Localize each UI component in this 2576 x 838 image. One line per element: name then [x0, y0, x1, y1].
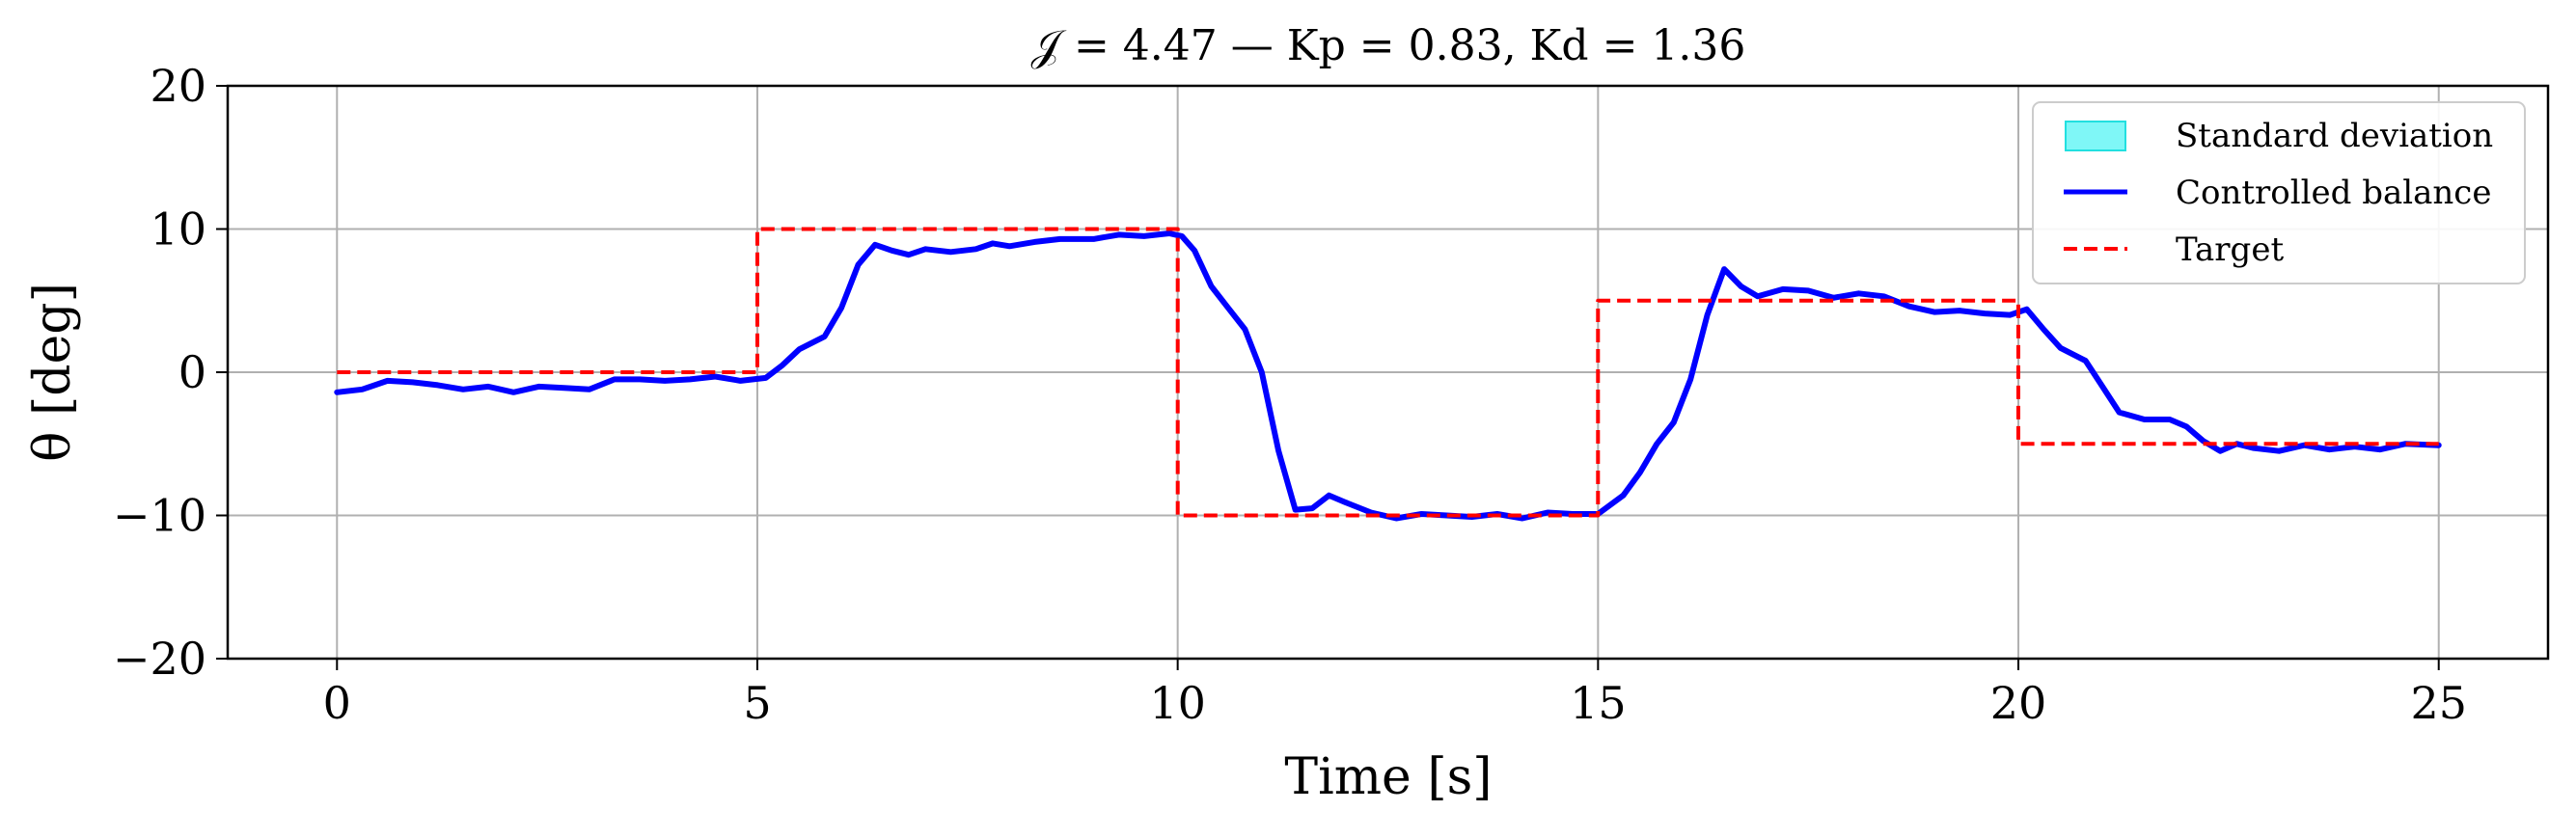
legend-box: [2032, 101, 2526, 284]
y-tick-label: 0: [178, 346, 206, 398]
y-tick-label: 10: [150, 203, 206, 256]
legend-label-controlled-balance: Controlled balance: [2176, 174, 2491, 212]
axis-ticks: 0 5 10 15 20 25 −20 −10 0 10 20: [113, 60, 2467, 729]
y-axis-label: θ [deg]: [24, 283, 82, 462]
x-tick-label: 10: [1149, 677, 1206, 729]
y-tick-label: −10: [113, 490, 206, 542]
plot-series: [334, 227, 2442, 522]
x-tick-label: 15: [1570, 677, 1627, 729]
controlled-balance-series-line: [334, 230, 2442, 522]
legend: Standard deviation Controlled balance Ta…: [2032, 101, 2526, 284]
x-tick-label: 20: [1990, 677, 2047, 729]
x-axis-label: Time [s]: [1284, 748, 1492, 806]
legend-label-std-deviation: Standard deviation: [2176, 117, 2493, 155]
x-tick-label: 0: [323, 677, 351, 729]
y-tick-label: −20: [113, 633, 206, 685]
chart-title: 𝒥 = 4.47 — Kp = 0.83, Kd = 1.36: [1031, 21, 1746, 70]
legend-label-target: Target: [2176, 230, 2284, 269]
y-tick-label: 20: [150, 60, 206, 112]
x-tick-label: 25: [2410, 677, 2467, 729]
x-tick-label: 5: [743, 677, 771, 729]
target-series-line: [337, 227, 2439, 518]
legend-std-deviation-swatch: [2065, 121, 2126, 151]
